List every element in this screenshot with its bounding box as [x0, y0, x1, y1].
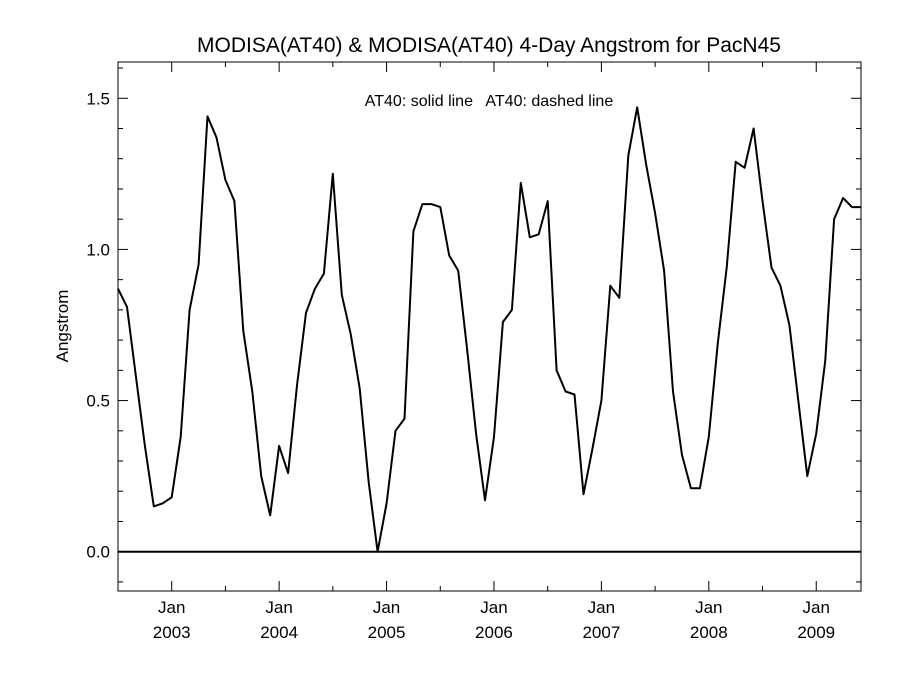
x-tick-label-year: 2005 [368, 623, 406, 642]
x-tick-label-month: Jan [695, 598, 722, 617]
y-axis-label: Angstrom [53, 290, 72, 363]
x-tick-label-month: Jan [265, 598, 292, 617]
x-tick-label-month: Jan [480, 598, 507, 617]
x-tick-label-year: 2009 [797, 623, 835, 642]
chart-title: MODISA(AT40) & MODISA(AT40) 4-Day Angstr… [197, 34, 781, 57]
y-tick-label: 0.0 [86, 543, 110, 562]
x-tick-label-month: Jan [373, 598, 400, 617]
legend-text: AT40: solid line AT40: dashed line [365, 93, 614, 110]
x-tick-label-year: 2007 [582, 623, 620, 642]
y-tick-label: 1.0 [86, 240, 110, 259]
y-tick-labels: 0.0 0.5 1.0 1.5 [86, 89, 110, 561]
x-tick-label-month: Jan [588, 598, 615, 617]
x-tick-label-year: 2008 [690, 623, 728, 642]
y-tick-label: 1.5 [86, 89, 110, 108]
y-tick-label: 0.5 [86, 392, 110, 411]
series-line-solid [117, 106, 861, 553]
x-tick-label-year: 2003 [153, 623, 191, 642]
x-tick-label-month: Jan [803, 598, 830, 617]
plot-frame [117, 61, 862, 592]
axis-ticks [117, 62, 861, 591]
x-tick-label-year: 2006 [475, 623, 513, 642]
x-tick-label-year: 2004 [260, 623, 298, 642]
x-tick-label-month: Jan [158, 598, 185, 617]
x-tick-labels: Jan 2003 Jan 2004 Jan 2005 Jan 2006 Jan 2007 Jan 20… [153, 598, 835, 642]
